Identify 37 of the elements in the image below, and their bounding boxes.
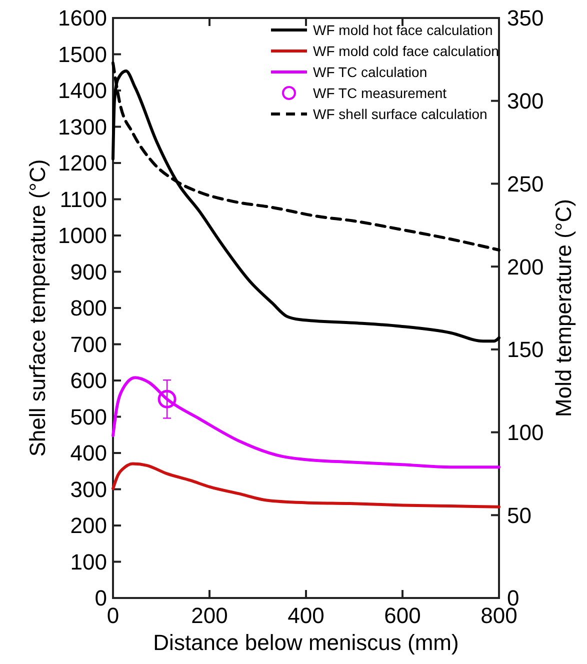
y-tick-label: 0	[94, 586, 107, 611]
y2-tick-label: 350	[507, 6, 544, 31]
y-tick-label: 300	[70, 476, 107, 502]
y-tick-label: 200	[70, 513, 107, 538]
y-tick-label: 1200	[58, 150, 107, 176]
x-tick-label: 600	[384, 603, 421, 628]
y2-tick-label: 300	[507, 88, 544, 114]
x-tick-label: 200	[191, 603, 228, 628]
y-tick-label: 1400	[58, 78, 107, 104]
y2-axis-title: Mold temperature (°C)	[551, 199, 576, 417]
y-axis-title: Shell surface temperature (°C)	[25, 159, 50, 457]
y-tick-label: 100	[70, 549, 107, 574]
line-series	[112, 376, 500, 469]
y-tick-label: 1500	[58, 42, 107, 67]
y-tick-label: 900	[70, 259, 107, 284]
legend-label: WF mold cold face calculation	[313, 42, 499, 59]
legend-label: WF TC calculation	[313, 64, 428, 80]
x-tick-label: 400	[288, 603, 324, 628]
y2-tick-label: 100	[507, 420, 544, 445]
line-series	[112, 462, 500, 508]
legend-label: WF mold hot face calculation	[313, 22, 493, 38]
y-tick-label: 400	[70, 440, 107, 466]
legend-label: WF TC measurement	[313, 84, 447, 101]
y-tick-label: 600	[70, 368, 107, 394]
y2-tick-label: 150	[507, 337, 544, 362]
y-tick-label: 800	[70, 296, 107, 321]
y2-tick-label: 50	[507, 502, 532, 528]
y-tick-label: 1600	[58, 6, 107, 31]
x-axis-title: Distance below meniscus (mm)	[153, 630, 459, 655]
y-tick-label: 500	[70, 404, 107, 430]
y2-tick-label: 250	[507, 171, 544, 196]
y-tick-label: 1000	[58, 223, 107, 248]
y-tick-label: 1300	[58, 114, 107, 140]
y-tick-label: 700	[70, 332, 107, 357]
legend-label: WF shell surface calculation	[313, 106, 488, 122]
y-tick-label: 1100	[60, 186, 107, 212]
y2-tick-label: 200	[507, 254, 544, 280]
